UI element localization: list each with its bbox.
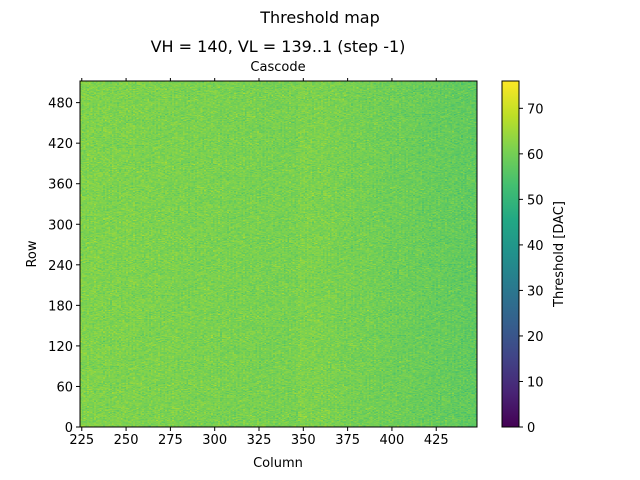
y-tick-label: 180 <box>48 299 73 314</box>
y-axis-ticks: 0 60 120 180 240 300 360 420 480 <box>48 97 80 436</box>
figure-suptitle: Threshold map <box>259 8 379 27</box>
colorbar-tick-label: 70 <box>527 102 544 117</box>
y-tick-label: 120 <box>48 340 73 355</box>
colorbar-tick-label: 40 <box>527 239 544 254</box>
y-tick-label: 300 <box>48 218 73 233</box>
x-tick-label: 225 <box>69 433 94 448</box>
colorbar-ticks: 0 10 20 30 40 50 60 70 <box>519 102 544 436</box>
x-tick-label: 350 <box>291 433 316 448</box>
x-tick-label: 300 <box>202 433 227 448</box>
plot-frame <box>79 80 478 428</box>
heatmap-image <box>80 81 477 427</box>
y-tick-label: 0 <box>65 421 73 436</box>
colorbar-tick-label: 0 <box>527 421 535 436</box>
colorbar-tick-label: 30 <box>527 284 544 299</box>
colorbar-tick-label: 10 <box>527 375 544 390</box>
x-tick-label: 425 <box>424 433 449 448</box>
x-axis-label: Column <box>253 456 303 471</box>
x-tick-label: 250 <box>114 433 139 448</box>
y-tick-label: 60 <box>56 380 73 395</box>
colorbar <box>501 80 520 428</box>
top-axis-ticks <box>81 78 437 81</box>
plot-title: VH = 140, VL = 139..1 (step -1) <box>151 37 406 56</box>
x-tick-label: 275 <box>158 433 183 448</box>
x-tick-label: 400 <box>380 433 405 448</box>
colorbar-tick-label: 20 <box>527 330 544 345</box>
colorbar-tick-label: 50 <box>527 193 544 208</box>
x-tick-label: 325 <box>247 433 272 448</box>
x-axis-ticks: 225 250 275 300 325 350 375 400 425 <box>69 427 449 448</box>
y-tick-label: 420 <box>48 137 73 152</box>
y-tick-label: 360 <box>48 178 73 193</box>
y-axis-label: Row <box>25 240 40 267</box>
colorbar-tick-label: 60 <box>527 148 544 163</box>
y-tick-label: 480 <box>48 97 73 112</box>
y-tick-label: 240 <box>48 259 73 274</box>
x-tick-label: 375 <box>335 433 360 448</box>
colorbar-label: Threshold [DAC] <box>552 201 567 308</box>
top-axis-label: Cascode <box>250 60 305 75</box>
